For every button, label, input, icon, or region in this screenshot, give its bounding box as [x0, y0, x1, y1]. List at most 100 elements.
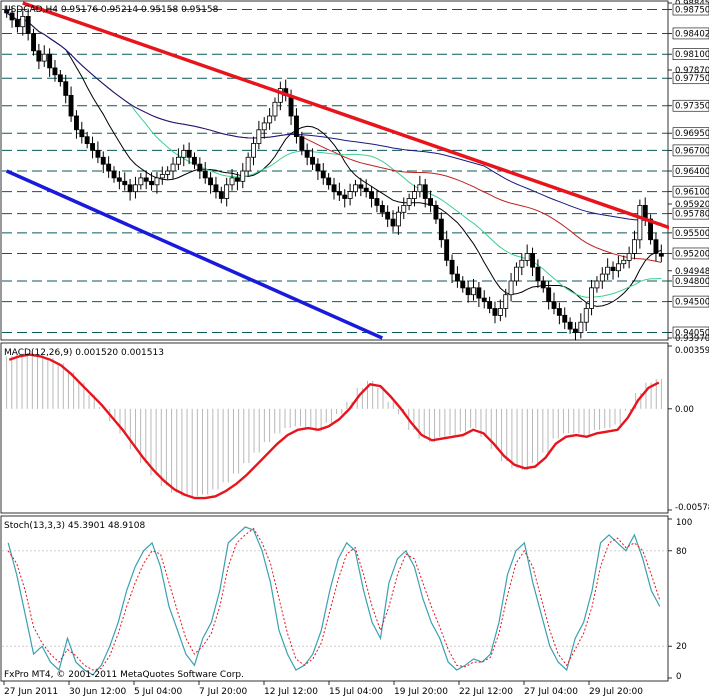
candle: [481, 290, 487, 309]
candle: [175, 148, 181, 170]
candle: [583, 302, 589, 332]
candle-body: [347, 191, 353, 199]
candle: [573, 322, 578, 341]
candle-body: [519, 259, 525, 268]
price-tick-label: 0.93970: [675, 334, 709, 344]
candle: [267, 108, 273, 130]
candle: [229, 168, 235, 191]
candle-body: [395, 211, 401, 227]
candle-body: [57, 74, 63, 83]
moving-averages: [6, 12, 662, 307]
candle: [632, 230, 637, 260]
candle-body: [245, 156, 251, 172]
candle: [240, 163, 246, 189]
candle-body: [143, 177, 149, 182]
candle-body: [616, 263, 621, 272]
candle-body: [535, 266, 541, 282]
candle: [594, 276, 600, 293]
candle: [165, 166, 171, 180]
candle: [14, 10, 20, 33]
candle: [191, 152, 197, 169]
candle-body: [95, 149, 101, 158]
candle-body: [138, 177, 144, 186]
candle: [465, 280, 471, 303]
macd-tick-label: 0.00: [675, 405, 694, 415]
candle-body: [106, 163, 112, 172]
candle: [514, 262, 519, 286]
price-tick-label: 0.98402: [675, 29, 709, 39]
time-tick-label: 5 Jul 04:00: [134, 687, 183, 697]
candle-body: [36, 50, 42, 62]
candle-body: [74, 115, 79, 131]
price-tick-label: 0.97750: [675, 74, 709, 84]
time-tick-label: 12 Jul 12:00: [264, 687, 318, 697]
candle-body: [573, 328, 578, 333]
candle: [111, 166, 117, 183]
candle-body: [154, 177, 160, 186]
price-label-box: [672, 3, 709, 16]
candle: [535, 259, 541, 288]
candle: [84, 131, 90, 149]
candle: [132, 176, 138, 199]
candle-body: [583, 308, 589, 323]
candle-body: [4, 9, 10, 14]
price-panel: [0, 0, 669, 341]
candle: [460, 276, 466, 293]
candle: [100, 151, 106, 174]
candle: [610, 261, 616, 280]
candle-body: [406, 198, 412, 206]
candle: [208, 172, 213, 194]
price-tick-label: 0.96100: [675, 188, 709, 198]
candle: [74, 110, 79, 139]
candle-body: [304, 149, 310, 158]
candle-body: [648, 218, 653, 241]
candle: [186, 142, 192, 165]
candle-body: [111, 170, 117, 179]
candle: [626, 246, 632, 269]
candle: [143, 171, 149, 190]
candle: [519, 253, 525, 276]
candle: [471, 278, 476, 301]
price-label-box: [672, 207, 709, 220]
candle-body: [186, 149, 192, 158]
candle-body: [336, 191, 342, 196]
candle: [562, 307, 568, 330]
candle-body: [342, 194, 348, 199]
candle-body: [471, 287, 476, 296]
price-tick-label: 0.97870: [675, 66, 709, 76]
candle-body: [208, 177, 213, 186]
candle: [63, 74, 69, 104]
candle: [363, 179, 369, 198]
candle-body: [116, 177, 122, 182]
candle-body: [428, 198, 433, 206]
candle: [36, 43, 42, 69]
candle: [90, 136, 95, 159]
candle-body: [229, 177, 235, 186]
candle-body: [240, 170, 246, 182]
candle: [395, 206, 401, 235]
candle: [95, 141, 101, 164]
candle-body: [132, 184, 138, 193]
candle-body: [556, 308, 562, 316]
price-label-box: [672, 275, 709, 287]
stoch-tick-label: 20: [676, 642, 687, 652]
candle-body: [202, 170, 208, 179]
time-tick-label: 22 Jul 12:00: [459, 687, 513, 697]
candle: [326, 173, 332, 190]
candle-body: [449, 259, 455, 275]
time-tick-label: 27 Jun 2011: [4, 687, 58, 697]
candle-body: [218, 191, 224, 199]
candle-body: [599, 273, 605, 282]
candle: [202, 162, 208, 184]
price-label-box: [672, 72, 709, 85]
scale-background: [669, 0, 709, 698]
candle: [218, 186, 224, 204]
candle-body: [514, 266, 519, 282]
macd-tick-label: -0.00578: [675, 503, 709, 513]
candle: [411, 184, 417, 207]
candle-body: [52, 67, 58, 76]
candle: [653, 232, 659, 262]
candle: [299, 131, 305, 156]
candle-body: [567, 321, 573, 330]
price-tick-label: 0.94050: [675, 329, 709, 339]
